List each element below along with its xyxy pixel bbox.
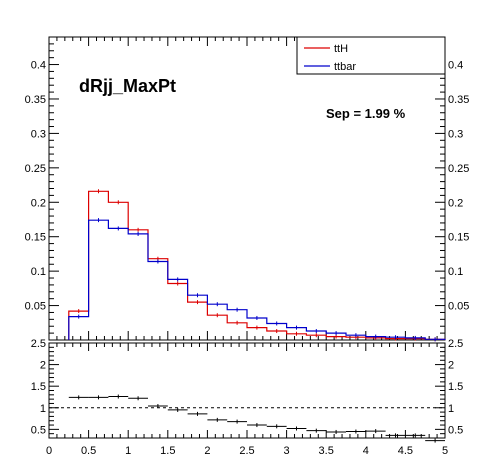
x-tick-label: 2.5: [239, 445, 254, 457]
y-tick-label-left: 0.4: [31, 60, 46, 72]
y-tick-label-right: 0.25: [448, 163, 469, 175]
x-tick-label: 3: [284, 445, 290, 457]
ratio-y-tick-label-right: 0.5: [448, 424, 463, 436]
y-tick-label-left: 0.05: [25, 301, 46, 313]
ratio-panel: 0.5 0.51 11.5 1.52 22.5 2.50 0.5 1 1.5 2 2.5 3 3.5 4 4…: [31, 338, 464, 457]
legend-label-tth: ttH: [334, 43, 348, 55]
x-tick-label: 1: [125, 445, 131, 457]
ratio-y-tick-label-right: 1: [448, 403, 454, 415]
legend-box: [296, 36, 446, 75]
y-tick-label-left: 0.15: [25, 232, 46, 244]
y-tick-label-right: 0.15: [448, 232, 469, 244]
separation-annotation: Sep = 1.99 %: [326, 106, 406, 121]
y-tick-label-right: 0.05: [448, 301, 469, 313]
ratio-plot-frame: [48, 342, 446, 439]
y-tick-label-left: 0.2: [31, 197, 46, 209]
upper-axis-ticks: 0.05 0.05 0.1 0.1 0.15 0.15 0.2 0.2 0.25 0.25 0.3 0…: [25, 37, 469, 340]
x-tick-label: 1.5: [160, 445, 175, 457]
y-tick-label-right: 0.35: [448, 94, 469, 106]
ratio-y-tick-label-left: 2: [40, 360, 46, 372]
y-tick-label-right: 0.3: [448, 128, 463, 140]
legend: ttH ttbar: [296, 36, 446, 75]
y-tick-label-left: 0.25: [25, 163, 46, 175]
x-tick-label: 0.5: [81, 445, 96, 457]
legend-label-ttbar: ttbar: [334, 61, 356, 73]
ratio-y-tick-label-left: 1: [40, 403, 46, 415]
upper-series-group: [68, 189, 446, 342]
upper-panel: 0.05 0.05 0.1 0.1 0.15 0.15 0.2 0.2 0.25 0.25 0.3 0…: [25, 36, 469, 342]
x-tick-label: 4.5: [398, 445, 413, 457]
series-line-tth: [68, 190, 446, 340]
ratio-y-tick-label-left: 0.5: [31, 424, 46, 436]
ratio-axis-ticks: 0.5 0.51 11.5 1.52 22.5 2.50 0.5 1 1.5 2 2.5 3 3.5 4 4…: [31, 338, 464, 457]
series-line-ttbar: [68, 219, 446, 340]
y-tick-label-left: 0.3: [31, 128, 46, 140]
x-tick-label: 3.5: [319, 445, 334, 457]
ratio-points-group: [68, 394, 445, 443]
x-tick-label: 5: [442, 445, 448, 457]
chart-title: dRjj_MaxPt: [79, 76, 176, 96]
x-tick-label: 4: [363, 445, 369, 457]
ratio-y-tick-label-left: 2.5: [31, 338, 46, 350]
y-tick-label-left: 0.35: [25, 94, 46, 106]
ratio-y-tick-label-right: 1.5: [448, 381, 463, 393]
x-tick-label: 2: [204, 445, 210, 457]
y-tick-label-left: 0.1: [31, 266, 46, 278]
y-tick-label-right: 0.1: [448, 266, 463, 278]
ratio-y-tick-label-right: 2: [448, 360, 454, 372]
x-tick-label: 0: [46, 445, 52, 457]
ratio-y-tick-label-left: 1.5: [31, 381, 46, 393]
ratio-y-tick-label-right: 2.5: [448, 338, 463, 350]
y-tick-label-right: 0.2: [448, 197, 463, 209]
y-tick-label-right: 0.4: [448, 60, 463, 72]
